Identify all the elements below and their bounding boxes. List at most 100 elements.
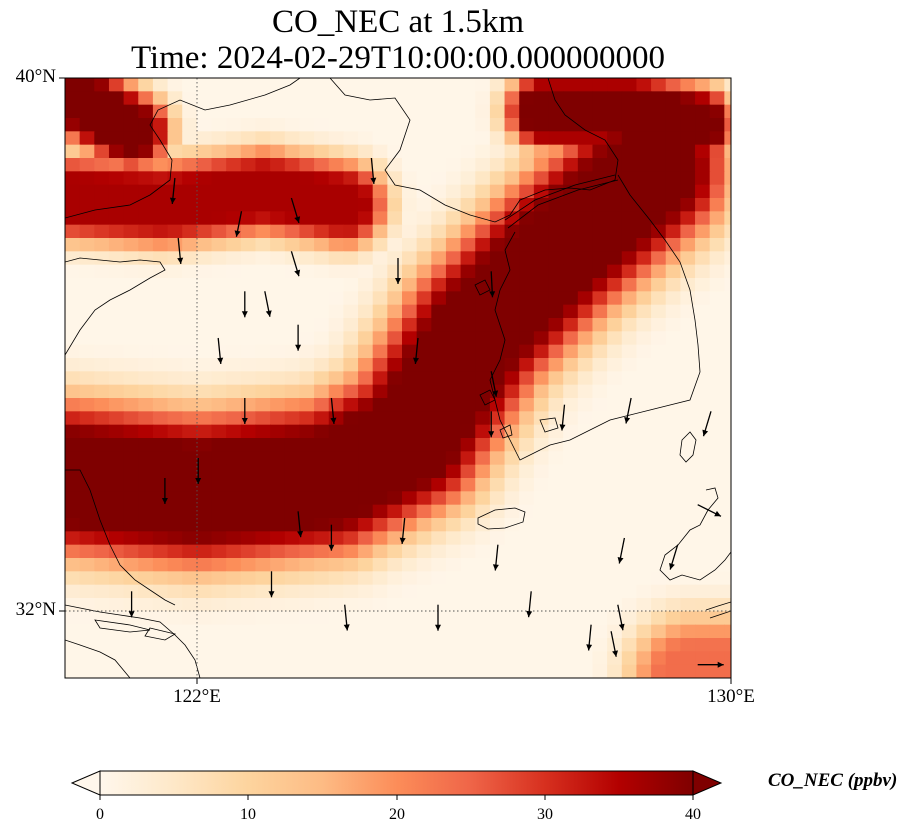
co-field-cell	[519, 664, 535, 678]
co-field-cell	[79, 371, 95, 386]
co-field-cell	[445, 384, 462, 399]
co-field-cell	[709, 144, 725, 159]
co-field-cell	[372, 598, 388, 612]
wind-arrow	[610, 631, 618, 657]
co-field-cell	[240, 624, 257, 639]
co-field-cell	[651, 651, 667, 666]
co-field-cell	[475, 411, 491, 426]
map-subtitle-time: Time: 2024-02-29T10:00:00.000000000	[130, 40, 666, 76]
co-field-cell	[504, 518, 520, 532]
co-field-cell	[445, 131, 462, 146]
co-field-cell	[152, 304, 169, 319]
co-field-cell	[607, 544, 623, 559]
co-field-cell	[387, 424, 403, 439]
co-field-cell	[284, 424, 301, 439]
co-field-cell	[343, 344, 359, 359]
co-field-cell	[724, 78, 731, 92]
co-field-cell	[592, 544, 608, 559]
co-field-cell	[533, 344, 550, 359]
co-field-cell	[548, 238, 564, 252]
co-field-cell	[372, 584, 388, 599]
co-field-cell	[416, 664, 432, 678]
co-field-cell	[240, 571, 257, 586]
co-field-cell	[621, 598, 638, 612]
co-field-cell	[533, 171, 550, 186]
co-field-cell	[680, 451, 696, 466]
co-field-cell	[695, 398, 711, 412]
co-field-cell	[651, 384, 667, 399]
co-field-cell	[196, 144, 213, 159]
co-field-cell	[431, 158, 447, 172]
co-field-cell	[152, 464, 169, 479]
co-field-cell	[445, 371, 462, 386]
co-field-cell	[108, 238, 125, 252]
colorbar-tick-20: 20	[389, 806, 405, 823]
co-field-cell	[636, 78, 652, 92]
co-field-cell	[167, 104, 183, 119]
co-field-cell	[665, 371, 681, 386]
co-field-cell	[504, 251, 520, 266]
co-field-cell	[577, 518, 594, 532]
co-field-cell	[138, 158, 154, 172]
co-field-cell	[709, 198, 725, 212]
co-field-cell	[445, 358, 462, 372]
co-field-cell	[621, 251, 638, 266]
co-field-cell	[519, 544, 535, 559]
co-field-cell	[621, 438, 638, 452]
co-field-cell	[533, 371, 550, 386]
co-field-cell	[460, 464, 476, 479]
co-field-cell	[533, 478, 550, 492]
co-field-cell	[108, 651, 125, 666]
co-field-cell	[431, 544, 447, 559]
co-field-cell	[475, 171, 491, 186]
co-field-cell	[636, 358, 652, 372]
co-field-cell	[416, 571, 432, 586]
co-field-cell	[680, 651, 696, 666]
co-field-cell	[255, 198, 271, 212]
co-field-cell	[592, 264, 608, 279]
co-field-cell	[123, 638, 139, 652]
co-field-cell	[431, 424, 447, 439]
co-field-cell	[358, 571, 374, 586]
co-field-cell	[445, 304, 462, 319]
co-field-cell	[255, 171, 271, 186]
co-field-cell	[387, 344, 403, 359]
co-field-cell	[563, 144, 579, 159]
co-field-cell	[79, 331, 95, 346]
co-field-cell	[270, 544, 286, 559]
co-field-cell	[445, 198, 462, 212]
co-field-cell	[519, 411, 535, 426]
co-field-cell	[563, 264, 579, 279]
co-field-cell	[65, 464, 81, 479]
co-field-cell	[123, 478, 139, 492]
co-field-cell	[372, 638, 388, 652]
co-field-cell	[270, 624, 286, 639]
co-field-cell	[79, 131, 95, 146]
co-field-cell	[94, 558, 110, 572]
co-field-cell	[196, 104, 213, 119]
co-field-cell	[724, 144, 731, 159]
co-field-cell	[255, 224, 271, 239]
co-field-cell	[519, 584, 535, 599]
co-field-cell	[548, 624, 564, 639]
co-field-cell	[124, 678, 139, 692]
co-field-cell	[621, 211, 638, 226]
co-field-cell	[123, 371, 139, 386]
co-field-cell	[270, 464, 286, 479]
co-field-cell	[387, 78, 403, 92]
co-field-cell	[592, 638, 608, 652]
co-field-cell	[211, 584, 227, 599]
china-coastline	[65, 78, 301, 219]
co-field-cell	[445, 224, 462, 239]
co-field-cell	[152, 198, 169, 212]
co-field-cell	[314, 211, 330, 226]
co-field-cell	[152, 611, 169, 626]
co-field-cell	[665, 278, 681, 292]
co-field-cell	[665, 264, 681, 279]
co-field-cell	[167, 624, 183, 639]
co-field-cell	[270, 118, 286, 132]
co-field-cell	[548, 224, 564, 239]
co-field-cell	[431, 344, 447, 359]
co-field-cell	[284, 118, 301, 132]
co-field-cell	[138, 478, 154, 492]
